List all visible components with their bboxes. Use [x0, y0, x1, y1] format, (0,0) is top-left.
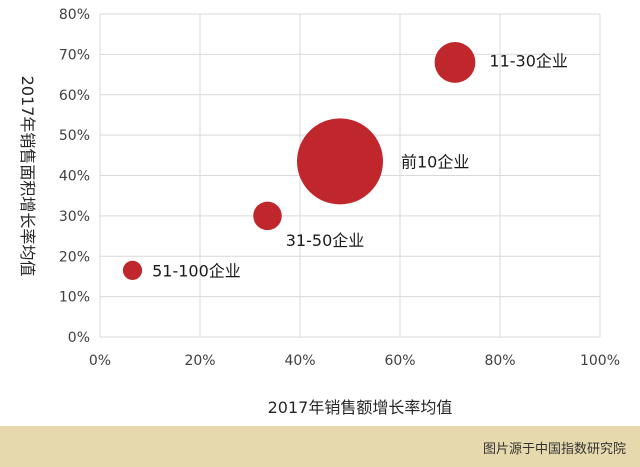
x-tick-label: 20%: [184, 353, 215, 369]
footer-bar: 图片源于中国指数研究院: [0, 426, 640, 467]
y-axis-title: 2017年销售面积增长率均值: [18, 76, 37, 277]
x-tick-label: 80%: [484, 353, 515, 369]
bubble: [122, 260, 143, 280]
bubble: [253, 201, 282, 231]
x-tick-label: 0%: [89, 353, 111, 369]
y-tick-label: 50%: [59, 128, 90, 144]
bubbles: [122, 42, 476, 280]
bubble-label: 前10企业: [401, 152, 469, 171]
bubble: [297, 118, 383, 205]
bubble-labels: 51-100企业 31-50企业 前10企业 11-30企业: [152, 51, 568, 280]
y-tick-label: 20%: [59, 249, 90, 265]
x-tick-label: 100%: [580, 353, 620, 369]
bubble-chart: 0% 10% 20% 30% 40% 50% 60% 70% 80% 0% 20% 40% 60% 80%…: [18, 7, 620, 417]
y-tick-label: 0%: [68, 330, 90, 346]
tick-labels: 0% 10% 20% 30% 40% 50% 60% 70% 80% 0% 20% 40% 60% 80%…: [59, 7, 620, 369]
bubble-label: 51-100企业: [152, 261, 241, 280]
x-tick-label: 60%: [384, 353, 415, 369]
y-tick-label: 40%: [59, 169, 90, 185]
y-tick-label: 60%: [59, 88, 90, 104]
y-tick-label: 30%: [59, 209, 90, 225]
y-tick-label: 70%: [59, 47, 90, 63]
x-axis-title: 2017年销售额增长率均值: [268, 398, 453, 417]
y-tick-label: 10%: [59, 290, 90, 306]
y-tick-label: 80%: [59, 7, 90, 23]
bubble-label: 11-30企业: [489, 51, 568, 70]
bubble: [434, 42, 476, 83]
bubble-label: 31-50企业: [286, 231, 365, 250]
x-tick-label: 40%: [284, 353, 315, 369]
image-credit: 图片源于中国指数研究院: [482, 442, 626, 457]
